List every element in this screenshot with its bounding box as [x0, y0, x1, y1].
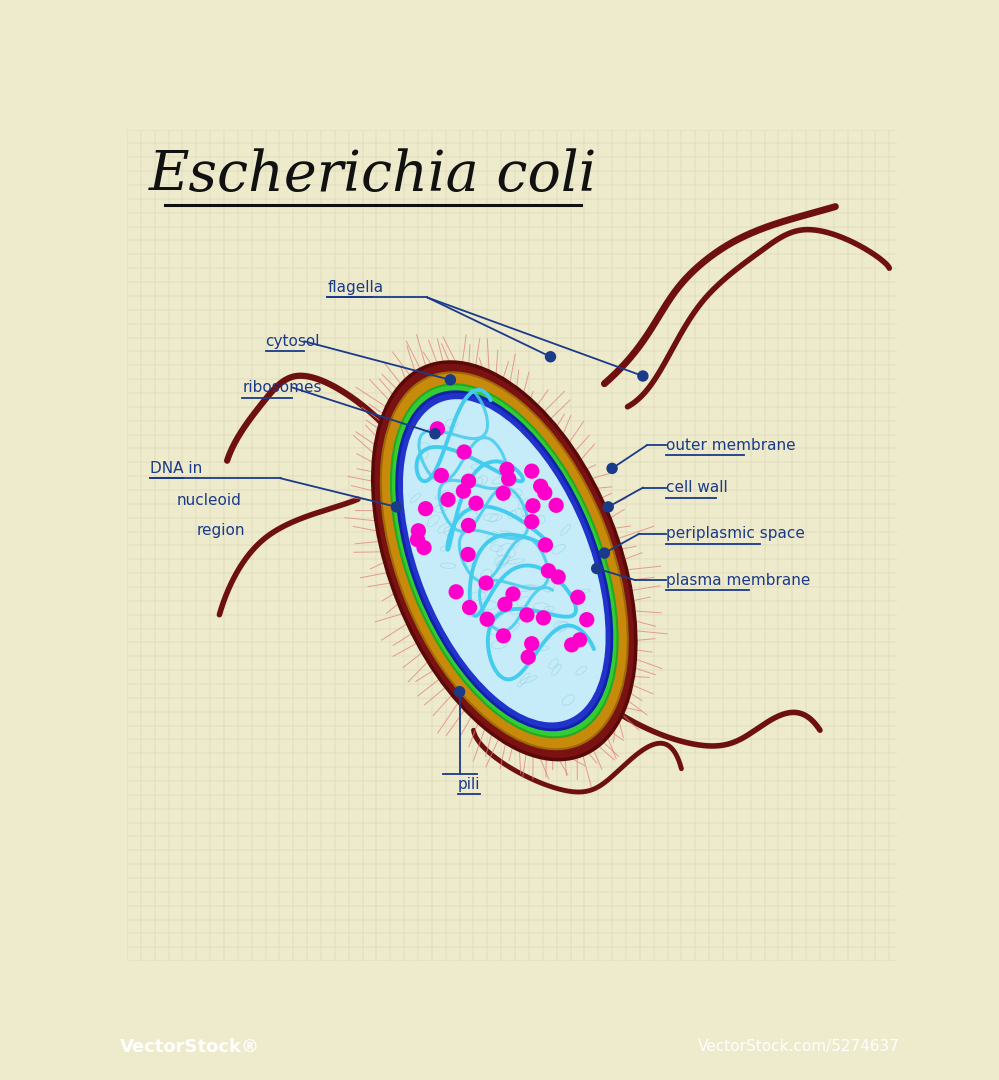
- Circle shape: [519, 608, 533, 622]
- Text: outer membrane: outer membrane: [666, 437, 795, 453]
- Text: plasma membrane: plasma membrane: [666, 572, 810, 588]
- Circle shape: [521, 650, 535, 664]
- Text: periplasmic space: periplasmic space: [666, 526, 805, 541]
- Circle shape: [497, 629, 510, 643]
- Circle shape: [536, 611, 550, 625]
- Ellipse shape: [397, 392, 611, 730]
- Circle shape: [591, 564, 601, 573]
- Circle shape: [599, 548, 609, 558]
- Ellipse shape: [391, 384, 617, 738]
- Circle shape: [457, 484, 471, 498]
- Circle shape: [431, 422, 445, 435]
- Circle shape: [570, 591, 584, 604]
- Circle shape: [524, 464, 538, 478]
- Circle shape: [526, 499, 539, 513]
- Circle shape: [481, 612, 495, 626]
- Circle shape: [541, 564, 555, 578]
- Text: VectorStock®: VectorStock®: [120, 1038, 260, 1055]
- Ellipse shape: [373, 362, 636, 759]
- Text: cytosol: cytosol: [266, 334, 320, 349]
- Text: DNA in: DNA in: [150, 461, 203, 476]
- Circle shape: [462, 548, 475, 562]
- Circle shape: [392, 502, 402, 512]
- Circle shape: [435, 469, 449, 483]
- Circle shape: [537, 486, 551, 500]
- Text: ribosomes: ribosomes: [243, 380, 322, 395]
- Circle shape: [412, 524, 426, 538]
- Circle shape: [462, 518, 476, 532]
- Circle shape: [419, 502, 433, 515]
- Text: pili: pili: [459, 777, 481, 792]
- Circle shape: [545, 352, 555, 362]
- Circle shape: [462, 474, 476, 488]
- Ellipse shape: [403, 400, 605, 723]
- Circle shape: [442, 492, 455, 507]
- Circle shape: [638, 372, 648, 381]
- Circle shape: [455, 687, 465, 697]
- Text: nucleoid: nucleoid: [177, 494, 242, 509]
- Circle shape: [418, 541, 431, 554]
- Circle shape: [549, 498, 563, 512]
- Circle shape: [501, 472, 515, 486]
- Circle shape: [463, 600, 477, 615]
- Circle shape: [450, 585, 464, 598]
- Circle shape: [538, 538, 552, 552]
- Circle shape: [470, 497, 483, 510]
- Text: cell wall: cell wall: [666, 481, 727, 495]
- Circle shape: [480, 576, 493, 590]
- Circle shape: [497, 486, 510, 500]
- Circle shape: [411, 532, 425, 546]
- Circle shape: [498, 597, 511, 611]
- Text: flagella: flagella: [328, 280, 384, 295]
- Circle shape: [524, 515, 538, 528]
- Circle shape: [564, 638, 578, 652]
- Text: Escherichia coli: Escherichia coli: [149, 148, 597, 203]
- Circle shape: [524, 637, 538, 650]
- Circle shape: [500, 462, 513, 476]
- Circle shape: [458, 445, 472, 459]
- Ellipse shape: [381, 373, 627, 750]
- Circle shape: [506, 588, 519, 600]
- Circle shape: [603, 502, 613, 512]
- Circle shape: [572, 633, 586, 647]
- Circle shape: [551, 570, 565, 584]
- Text: VectorStock.com/5274637: VectorStock.com/5274637: [698, 1039, 900, 1054]
- Circle shape: [579, 612, 593, 626]
- Circle shape: [446, 375, 456, 384]
- Circle shape: [607, 463, 617, 473]
- Circle shape: [430, 429, 440, 438]
- Text: region: region: [196, 523, 245, 538]
- Circle shape: [533, 480, 547, 494]
